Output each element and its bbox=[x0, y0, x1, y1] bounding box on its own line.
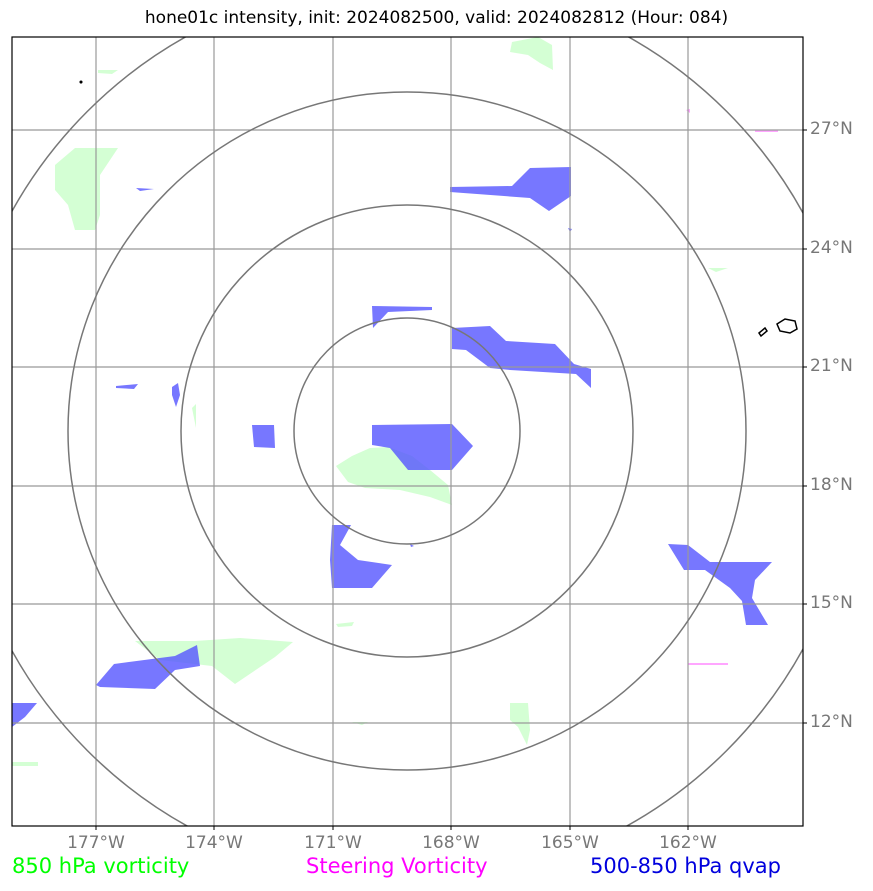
lat-label-24n: 24°N bbox=[810, 238, 853, 258]
lat-label-27n: 27°N bbox=[810, 119, 853, 139]
lon-label-174w: 174°W bbox=[185, 833, 243, 853]
lat-label-21n: 21°N bbox=[810, 356, 853, 376]
coastline bbox=[79, 80, 798, 338]
lat-label-18n: 18°N bbox=[810, 475, 853, 495]
lon-label-162w: 162°W bbox=[659, 833, 717, 853]
lat-label-12n: 12°N bbox=[810, 712, 853, 732]
lat-lon-grid bbox=[12, 37, 803, 826]
vorticity-850-shading bbox=[12, 37, 728, 766]
lat-label-15n: 15°N bbox=[810, 593, 853, 613]
map-frame bbox=[11, 36, 804, 827]
lon-label-168w: 168°W bbox=[422, 833, 480, 853]
legend-850-vorticity: 850 hPa vorticity bbox=[12, 854, 190, 878]
lon-label-165w: 165°W bbox=[541, 833, 599, 853]
map-title: hone01c intensity, init: 2024082500, val… bbox=[144, 8, 729, 28]
axis-ticks bbox=[95, 129, 807, 830]
lon-label-177w: 177°W bbox=[67, 833, 125, 853]
lon-label-171w: 171°W bbox=[304, 833, 362, 853]
legend-steering-vorticity: Steering Vorticity bbox=[306, 854, 488, 878]
range-rings bbox=[12, 37, 803, 826]
qvap-shading bbox=[12, 167, 772, 727]
legend-qvap: 500-850 hPa qvap bbox=[590, 854, 781, 878]
